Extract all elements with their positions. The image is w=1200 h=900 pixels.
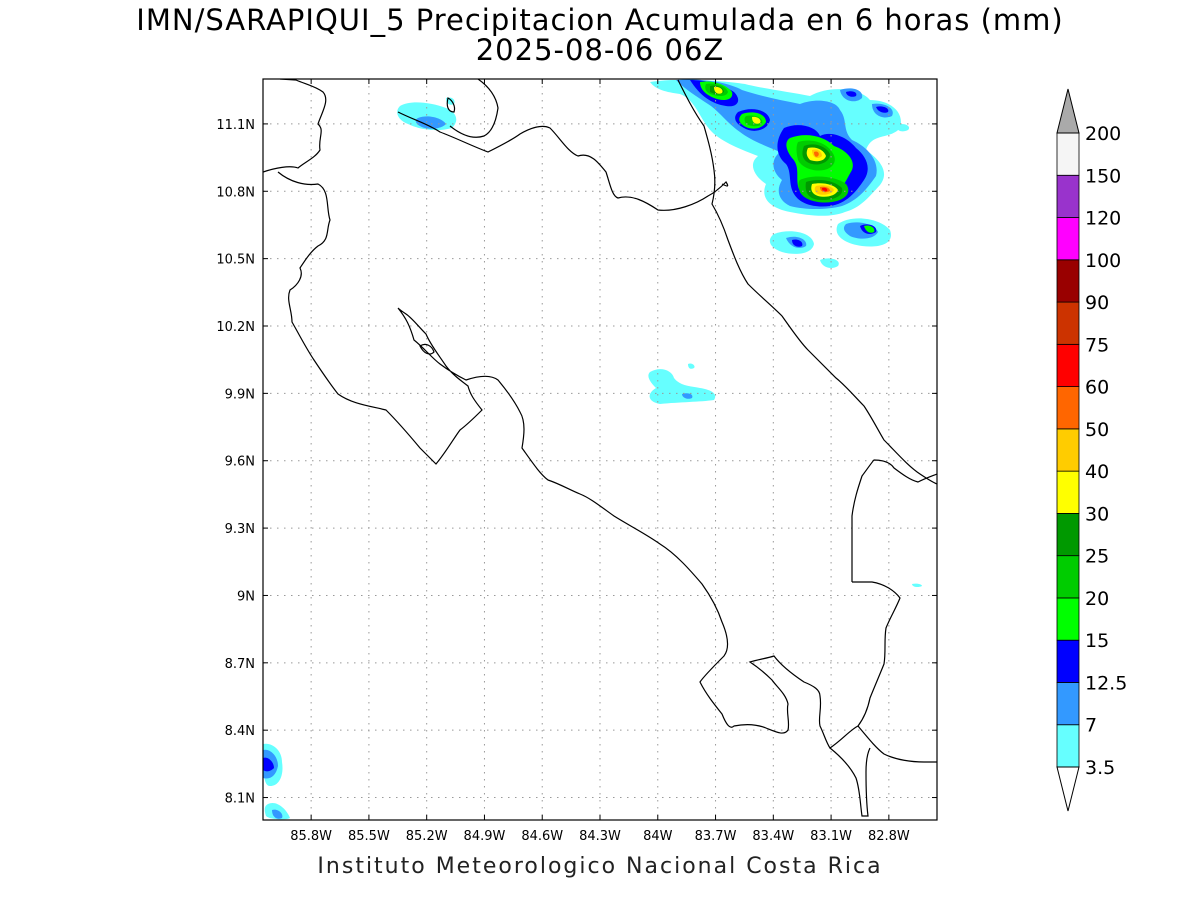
- lat-tick-label: 8.1N: [225, 792, 255, 807]
- colorbar-level-label: 15: [1085, 630, 1109, 652]
- colorbar-segment: [1056, 513, 1080, 557]
- chart-title-line2: 2025-08-06 06Z: [475, 33, 725, 67]
- colorbar-segment: [1056, 386, 1080, 430]
- colorbar-level-label: 60: [1085, 377, 1109, 399]
- colorbar-segment: [1056, 428, 1080, 472]
- colorbar-level-label: 25: [1085, 546, 1109, 568]
- colorbar-overflow-triangle: [1056, 88, 1080, 134]
- colorbar-level-label: 120: [1085, 208, 1121, 230]
- precip-cell-central: [648, 363, 716, 404]
- lat-tick-label: 9.9N: [225, 387, 255, 402]
- latitude-axis: 11.1N 10.8N 10.5N 10.2N 9.9N 9.6N 9.3N 9N 8.7N 8.…: [216, 118, 937, 807]
- north-pacific-border: [397, 111, 729, 211]
- lon-tick-label: 84W: [643, 829, 673, 844]
- colorbar-legend: 3.5 7 12.5 15 20 25 30 40 50 60 75 90 100 120 150 200: [1056, 88, 1127, 812]
- lon-tick-label: 85.8W: [290, 829, 332, 844]
- colorbar-level-label: 30: [1085, 503, 1109, 525]
- colorbar-segment: [1056, 682, 1080, 726]
- lon-tick-label: 84.6W: [521, 829, 563, 844]
- nicoya-peninsula-island: [419, 343, 435, 355]
- colorbar-segment: [1056, 174, 1080, 218]
- colorbar-level-label: 100: [1085, 250, 1121, 272]
- colorbar-segment: [1056, 301, 1080, 345]
- lat-tick-label: 11.1N: [216, 118, 255, 133]
- grid-lines: [263, 79, 937, 820]
- colorbar-level-label: 75: [1085, 334, 1109, 356]
- colorbar-segment: [1056, 132, 1080, 176]
- lat-tick-label: 10.2N: [216, 320, 255, 335]
- chart-title-line1: IMN/SARAPIQUI_5 Precipitacion Acumulada …: [136, 3, 1064, 37]
- pacific-coast-north: [277, 171, 901, 749]
- colorbar-underflow-triangle: [1056, 766, 1080, 812]
- colorbar-level-label: 50: [1085, 419, 1109, 441]
- colorbar-segment: [1056, 343, 1080, 388]
- colorbar-segment: [1056, 259, 1080, 303]
- lat-tick-label: 9N: [237, 589, 255, 604]
- lon-tick-label: 84.9W: [464, 829, 506, 844]
- colorbar-segment: [1056, 724, 1080, 768]
- lat-tick-label: 8.4N: [225, 724, 255, 739]
- lon-tick-label: 84.3W: [579, 829, 621, 844]
- coastlines-and-borders: [263, 79, 937, 817]
- precip-cell-southwest: [263, 583, 922, 820]
- precip-cell-ne-complex: [650, 79, 910, 268]
- colorbar-level-label: 3.5: [1085, 757, 1115, 779]
- lat-tick-label: 9.3N: [225, 522, 255, 537]
- colorbar-level-label: 200: [1085, 123, 1121, 145]
- colorbar-level-label: 7: [1085, 715, 1097, 737]
- lon-tick-label: 83.7W: [695, 829, 737, 844]
- colorbar-segment: [1056, 555, 1080, 599]
- precipitation-field: [263, 79, 922, 820]
- lon-tick-label: 85.5W: [348, 829, 390, 844]
- colorbar-level-label: 150: [1085, 165, 1121, 187]
- nicaragua-north-coast: [449, 79, 499, 138]
- lake-nicaragua-shore: [446, 97, 456, 113]
- lon-tick-label: 83.1W: [810, 829, 852, 844]
- panama-border: [851, 459, 937, 582]
- colorbar-level-label: 12.5: [1085, 672, 1127, 694]
- precip-cell-north-border: [397, 97, 457, 131]
- footer-credit: Instituto Meteorologico Nacional Costa R…: [317, 854, 883, 879]
- lon-tick-label: 83.4W: [752, 829, 794, 844]
- lon-tick-label: 85.2W: [406, 829, 448, 844]
- lat-tick-label: 8.7N: [225, 657, 255, 672]
- colorbar-segment: [1056, 597, 1080, 641]
- colorbar-level-label: 40: [1085, 461, 1109, 483]
- burica-peninsula: [829, 747, 871, 817]
- lat-tick-label: 10.5N: [216, 253, 255, 268]
- colorbar-segment: [1056, 217, 1080, 261]
- caribbean-coast: [677, 79, 937, 485]
- nicaragua-border: [263, 79, 327, 173]
- panama-pacific-coast: [857, 725, 937, 763]
- lat-tick-label: 9.6N: [225, 455, 255, 470]
- lon-tick-label: 82.8W: [868, 829, 910, 844]
- colorbar-segment: [1056, 470, 1080, 514]
- lat-tick-label: 10.8N: [216, 185, 255, 200]
- colorbar-level-label: 20: [1085, 588, 1109, 610]
- longitude-axis: 85.8W 85.5W 85.2W 84.9W 84.6W 84.3W 84W 83.7W 83…: [290, 79, 910, 844]
- colorbar-level-label: 90: [1085, 292, 1109, 314]
- colorbar-segment: [1056, 639, 1080, 683]
